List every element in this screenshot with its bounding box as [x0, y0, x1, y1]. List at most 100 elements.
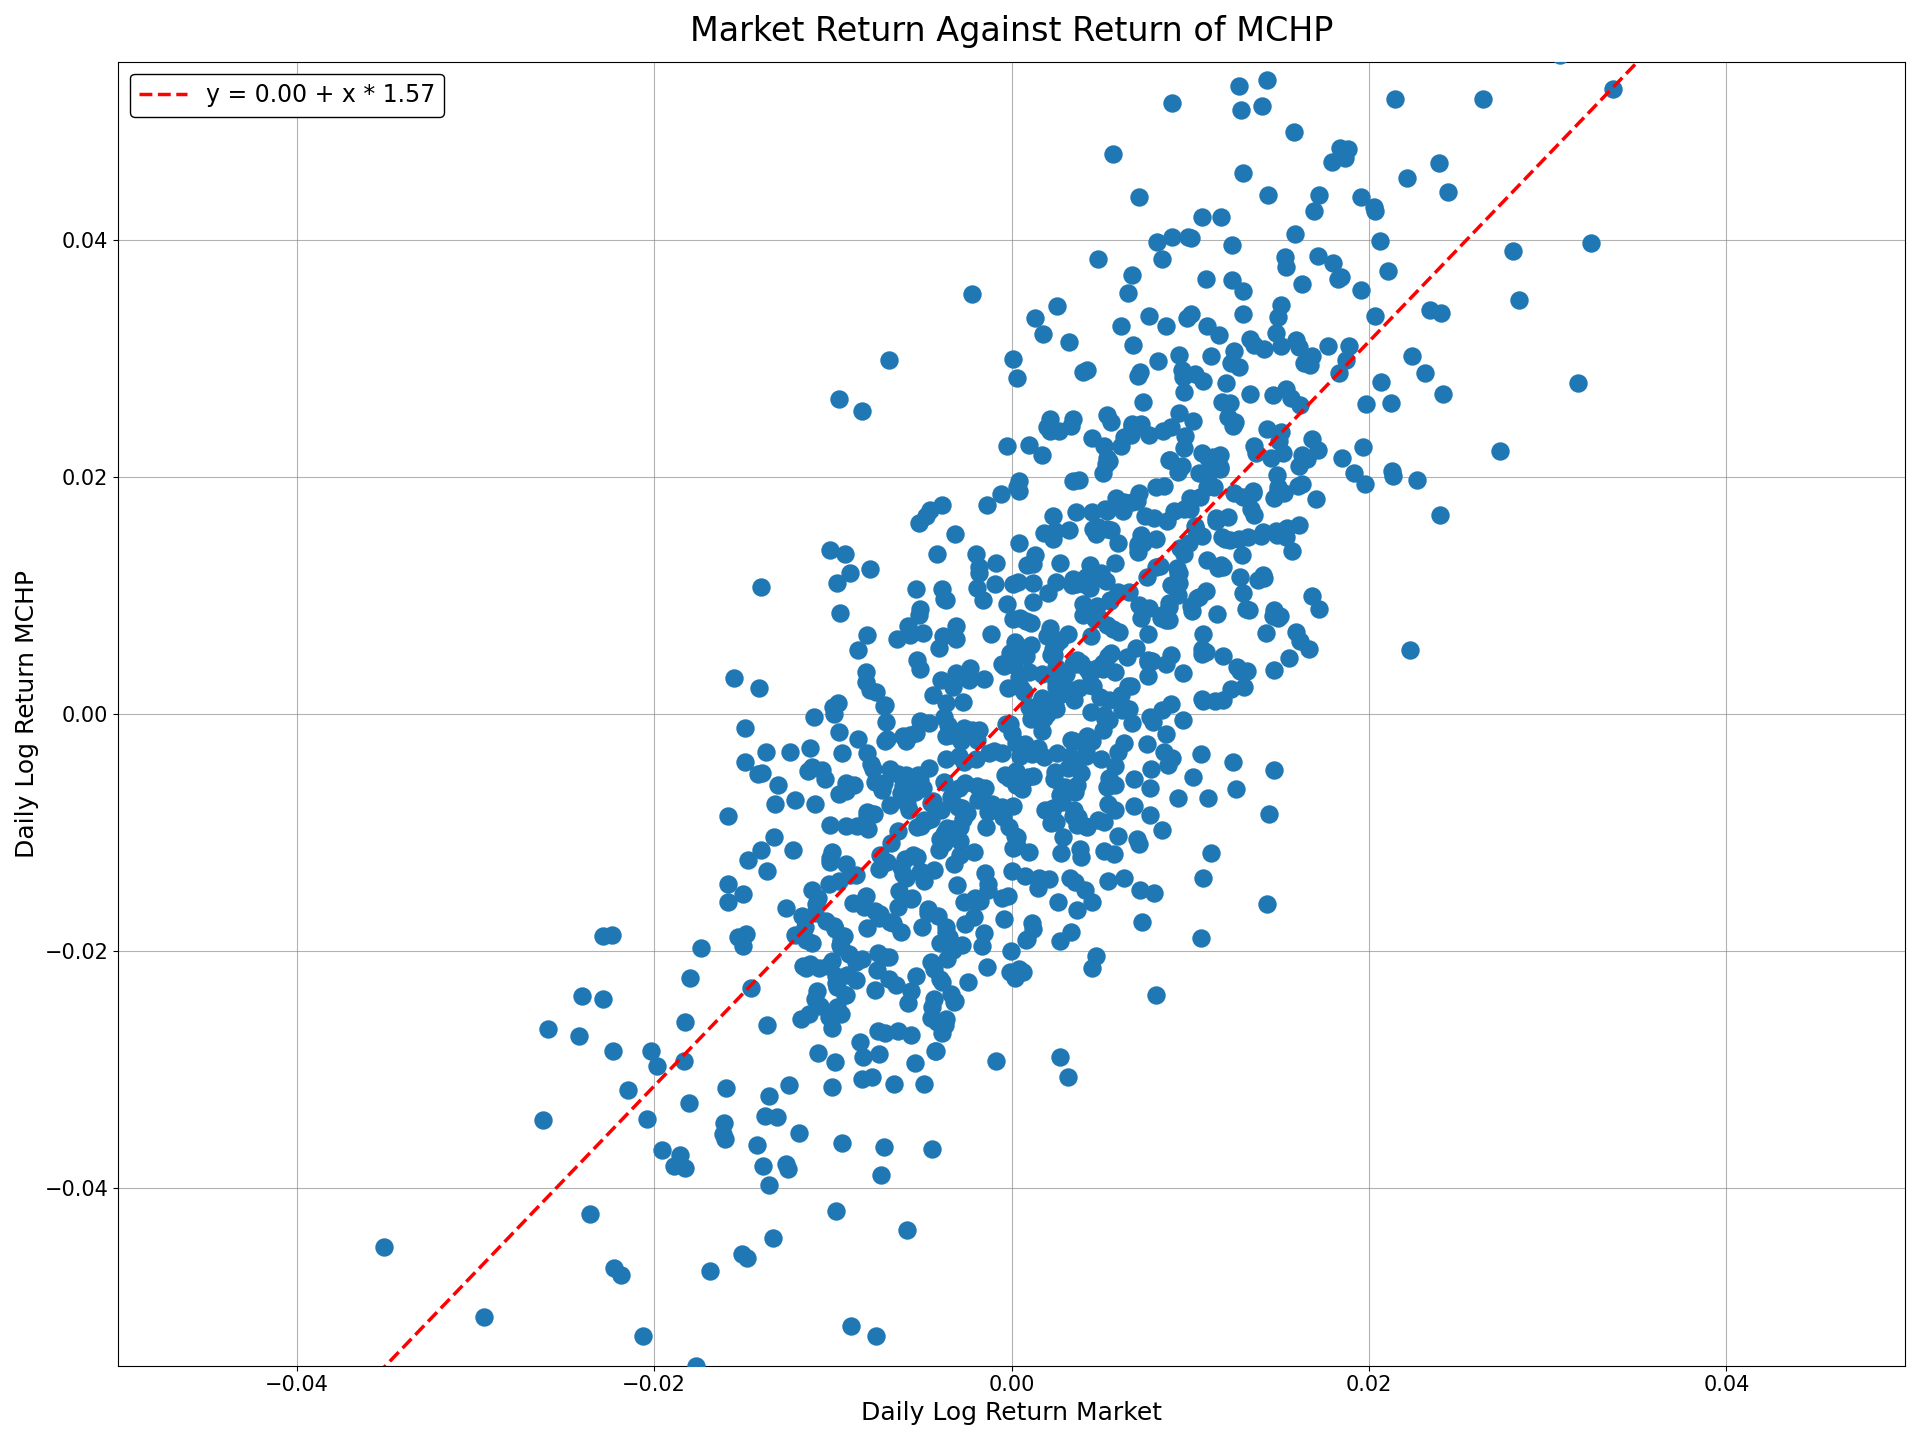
Point	[1052, 622, 1083, 645]
Point	[1179, 514, 1210, 537]
Point	[1075, 500, 1106, 523]
Point	[564, 1025, 595, 1048]
Point	[1348, 435, 1379, 458]
Point	[1260, 759, 1290, 782]
Point	[1027, 444, 1058, 467]
Point	[1302, 245, 1332, 268]
Point	[931, 724, 962, 747]
Point	[732, 1247, 762, 1270]
Point	[1164, 562, 1194, 585]
Point	[605, 1264, 636, 1287]
Point	[885, 920, 916, 943]
Point	[1000, 759, 1031, 782]
Point	[1167, 359, 1198, 382]
Point	[883, 762, 914, 785]
Point	[920, 958, 950, 981]
Point	[1037, 644, 1068, 667]
Point	[851, 661, 881, 684]
Point	[1175, 497, 1206, 520]
Point	[1148, 419, 1179, 442]
Point	[854, 557, 885, 580]
Point	[897, 886, 927, 909]
Point	[1148, 475, 1179, 498]
Point	[858, 757, 889, 780]
Point	[1292, 448, 1323, 471]
Point	[1503, 288, 1534, 311]
Point	[870, 730, 900, 753]
Point	[1162, 583, 1192, 606]
Point	[1125, 878, 1156, 901]
Point	[887, 775, 918, 798]
Point	[862, 1020, 893, 1043]
Point	[599, 1256, 630, 1279]
Point	[916, 791, 947, 814]
Point	[883, 896, 914, 919]
Point	[1246, 94, 1277, 117]
Point	[1265, 334, 1296, 357]
Point	[860, 900, 891, 923]
Point	[895, 624, 925, 647]
Point	[1062, 756, 1092, 779]
Point	[712, 873, 743, 896]
Point	[945, 844, 975, 867]
Point	[877, 912, 908, 935]
Point	[1012, 927, 1043, 950]
Point	[1217, 415, 1248, 438]
Point	[995, 711, 1025, 734]
Point	[1039, 644, 1069, 667]
Point	[920, 988, 950, 1011]
Point	[1377, 459, 1407, 482]
Point	[1327, 446, 1357, 469]
Point	[797, 878, 828, 901]
Point	[1058, 799, 1089, 822]
Point	[939, 989, 970, 1012]
Point	[1094, 589, 1125, 612]
Point	[1350, 392, 1380, 415]
Point	[1359, 199, 1390, 222]
Point	[1091, 405, 1121, 428]
Point	[1146, 603, 1177, 626]
Point	[1231, 598, 1261, 621]
Point	[1062, 899, 1092, 922]
Point	[929, 588, 960, 611]
Point	[864, 844, 895, 867]
Point	[1071, 740, 1102, 763]
Point	[1064, 468, 1094, 491]
Point	[835, 1315, 866, 1338]
Point	[528, 1109, 559, 1132]
Point	[833, 943, 864, 966]
Point	[1279, 222, 1309, 245]
Point	[1284, 629, 1315, 652]
Point	[1006, 744, 1037, 768]
Point	[841, 814, 872, 837]
Point	[1062, 648, 1092, 671]
Point	[829, 984, 860, 1007]
Point	[908, 1071, 939, 1094]
Point	[801, 901, 831, 924]
Point	[916, 950, 947, 973]
Point	[852, 801, 883, 824]
Point	[1056, 573, 1087, 596]
Point	[1235, 383, 1265, 406]
Point	[1073, 660, 1104, 683]
Point	[874, 946, 904, 969]
Point	[822, 995, 852, 1018]
Point	[1071, 724, 1102, 747]
Point	[1010, 864, 1041, 887]
Point	[931, 948, 962, 971]
Point	[1135, 706, 1165, 729]
Point	[1123, 415, 1154, 438]
Point	[1031, 415, 1062, 438]
Point	[793, 1002, 824, 1025]
Point	[847, 948, 877, 971]
Point	[1135, 804, 1165, 827]
Point	[866, 1164, 897, 1187]
Point	[1359, 304, 1390, 327]
Point	[755, 1084, 785, 1107]
Point	[1041, 760, 1071, 783]
Point	[1283, 454, 1313, 477]
Point	[1031, 624, 1062, 647]
Point	[841, 950, 872, 973]
Point	[1010, 929, 1041, 952]
Point	[904, 861, 935, 884]
